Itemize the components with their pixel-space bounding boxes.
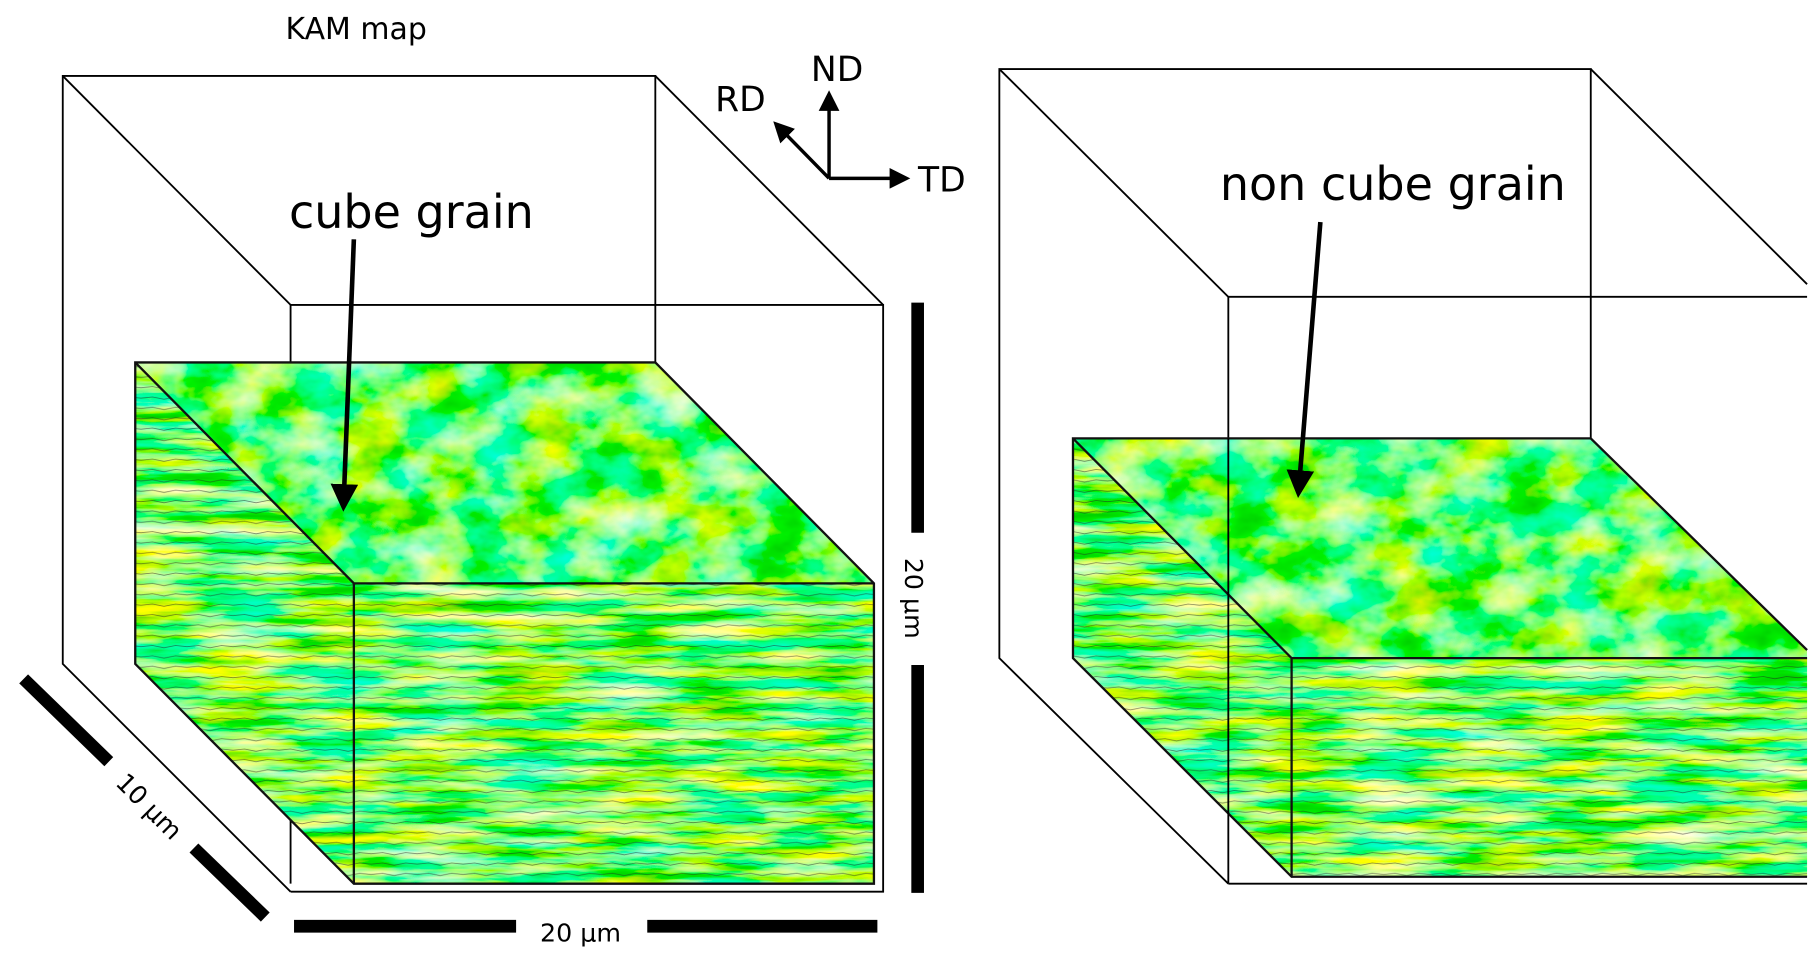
figure: KAM map cube grain 20 μm 10 μm 20 μm <box>0 0 1810 955</box>
scale-bar <box>24 679 109 762</box>
box-frame <box>999 69 1228 297</box>
grain-label: cube grain <box>289 185 534 239</box>
box-frame <box>63 76 291 305</box>
scale-bar <box>194 848 265 917</box>
axis-label: ND <box>811 50 863 90</box>
left-panel: cube grain 20 μm 10 μm 20 μm <box>24 76 928 947</box>
orientation-axes: ND RD TD <box>715 50 965 200</box>
box-frame <box>1591 69 1807 284</box>
sample-block <box>1061 426 1807 886</box>
box-frame <box>655 76 883 305</box>
scale-label: 20 μm <box>899 558 928 639</box>
box-frame <box>1228 297 1807 439</box>
grain-label: non cube grain <box>1220 157 1566 211</box>
scale-label: 10 μm <box>110 768 188 846</box>
axis-label: RD <box>715 80 766 120</box>
scale-label: 20 μm <box>540 918 621 947</box>
sample-block <box>118 345 889 897</box>
axis-label: TD <box>917 160 966 200</box>
figure-title: KAM map <box>286 12 427 47</box>
right-panel: non cube grain <box>999 69 1807 886</box>
